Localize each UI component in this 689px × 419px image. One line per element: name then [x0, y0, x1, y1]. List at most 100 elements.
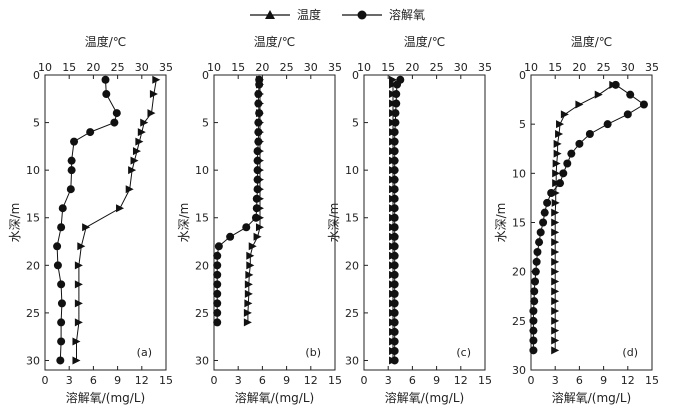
panel-b-temperature-point — [244, 280, 253, 289]
panel-a-oxygen-point — [70, 137, 79, 146]
panel-a-top-tick-label: 35 — [159, 61, 173, 74]
panel-d-oxygen-point — [529, 316, 538, 325]
panel-d-oxygen-point — [529, 326, 538, 335]
legend-oxygen-marker — [357, 10, 367, 20]
panel-a-oxygen-point — [57, 337, 66, 346]
panel-b-temperature-point — [253, 232, 262, 241]
panel-c-oxygen-point — [390, 299, 399, 308]
panel-d-temperature-point — [551, 326, 560, 335]
panel-d-oxygen-point — [536, 228, 545, 237]
panel-b-oxygen-point — [252, 204, 261, 213]
panel-d-temperature-point — [560, 110, 569, 119]
panel-a-bottom-tick-label: 12 — [135, 374, 149, 387]
panel-a-oxygen-point — [112, 109, 121, 118]
panel-c-top-tick-label: 15 — [381, 61, 395, 74]
panel-c-oxygen-point — [390, 185, 399, 194]
panel-a-top-tick-label: 20 — [86, 61, 100, 74]
panel-c-oxygen-point — [390, 318, 399, 327]
panel-b-y-tick-label: 5 — [202, 117, 209, 130]
panel-c-top-tick-label: 35 — [478, 61, 492, 74]
panel-b-temperature-point — [246, 261, 255, 270]
panel-a-y-tick-label: 10 — [26, 164, 40, 177]
panel-b-temperature-point — [245, 270, 254, 279]
panel-a-y-axis-title: 水深/m — [8, 203, 22, 243]
panel-c-oxygen-point — [390, 147, 399, 156]
panel-d-temperature-point — [551, 297, 560, 306]
panel-b-oxygen-point — [213, 289, 222, 298]
panel-a-y-tick-label: 0 — [33, 69, 40, 82]
panel-b-oxygen-point — [213, 299, 222, 308]
panel-b-oxygen-point — [242, 223, 251, 232]
panel-c-y-tick-label: 10 — [345, 164, 359, 177]
panel-d-temperature-point — [556, 120, 565, 129]
panel-d-temperature-point — [552, 159, 561, 168]
panel-b-temperature-point — [243, 308, 252, 317]
panel-a-temperature-point — [137, 128, 146, 137]
panel-b-frame — [213, 74, 336, 371]
panel-a-top-axis-title: 温度/℃ — [85, 34, 127, 49]
panel-d-oxygen-point — [529, 336, 538, 345]
panel-d-temperature-point — [594, 90, 603, 99]
panel-b-oxygen-point — [255, 80, 264, 89]
panel-d-oxygen-point — [529, 346, 538, 355]
panel-d-top-tick-label: 15 — [548, 61, 562, 74]
panel-b-label: (b) — [305, 346, 321, 359]
panel-b-y-tick-label: 30 — [195, 354, 209, 367]
panel-d-oxygen-point — [547, 189, 556, 197]
panel-d-temperature-line — [554, 84, 614, 351]
panel-a-y-tick-label: 20 — [26, 259, 40, 272]
panel-a-oxygen-point — [102, 90, 111, 99]
panel-c-temperature-point — [389, 80, 398, 89]
panel-c-oxygen-point — [390, 346, 399, 355]
panel-d-y-tick-label: 10 — [512, 167, 526, 180]
panel-a-oxygen-point — [53, 242, 62, 251]
panel-c-oxygen-point — [390, 356, 399, 365]
panel-b-temperature-point — [244, 299, 253, 308]
panel-d: 10 15 20 25 30 35 0 3 6 9 12 15 0 5 10 15 20 25 30 温度/℃ 溶解氧/… — [494, 34, 659, 405]
panel-b-oxygen-point — [213, 308, 222, 317]
panel-c-oxygen-point — [390, 128, 399, 137]
panel-d-y-tick-label: 5 — [519, 118, 526, 131]
panel-c-oxygen-point — [390, 308, 399, 317]
panel-a-y-tick-label: 25 — [26, 307, 40, 320]
panel-b-bottom-tick-label: 9 — [283, 374, 290, 387]
panel-b-oxygen-point — [254, 128, 263, 137]
panel-c-y-tick-label: 0 — [352, 69, 359, 82]
panel-a-temperature-point — [132, 147, 141, 156]
panel-a-oxygen-point — [53, 261, 62, 270]
panel-a-oxygen-point — [101, 75, 110, 84]
panel-c-oxygen-point — [390, 166, 399, 175]
panel-a-temperature-point — [149, 90, 158, 99]
panel-a: 10 15 20 25 30 35 0 3 6 9 12 15 0 5 10 15 20 25 30 温度/℃ 溶解氧/… — [8, 34, 173, 405]
panel-d-oxygen-point — [567, 149, 576, 158]
panel-a-oxygen-point — [58, 204, 67, 213]
panel-a-bottom-tick-label: 3 — [66, 374, 73, 387]
panel-c-oxygen-point — [390, 204, 399, 213]
panel-b-bottom-tick-label: 3 — [235, 374, 242, 387]
panel-d-oxygen-point — [530, 287, 539, 296]
panel-c-oxygen-point — [390, 327, 399, 336]
panel-d-temperature-point — [551, 346, 560, 355]
panel-a-oxygen-point — [57, 223, 66, 232]
panel-c-oxygen-point — [390, 261, 399, 270]
panel-d-oxygen-point — [530, 297, 539, 306]
panel-b-oxygen-point — [213, 280, 222, 289]
panel-b-y-axis-title: 水深/m — [177, 203, 191, 243]
panel-b-oxygen-point — [253, 166, 262, 175]
panel-c-oxygen-point — [392, 99, 401, 108]
panel-a-top-tick-label: 30 — [135, 61, 149, 74]
panel-d-oxygen-point — [529, 307, 538, 315]
panel-b-oxygen-point — [253, 156, 262, 165]
panel-c-y-tick-label: 30 — [345, 354, 359, 367]
panel-a-oxygen-point — [57, 318, 66, 327]
panel-a-oxygen-point — [66, 185, 75, 194]
panel-d-oxygen-point — [563, 159, 572, 168]
panel-b-y-tick-label: 10 — [195, 164, 209, 177]
panel-a-oxygen-point — [67, 166, 76, 175]
panel-d-y-tick-label: 0 — [519, 69, 526, 82]
panel-c-oxygen-point — [390, 213, 399, 222]
panel-b-top-tick-label: 20 — [255, 61, 269, 74]
panel-d-bottom-tick-label: 3 — [552, 374, 559, 387]
panel-d-oxygen-point — [535, 238, 544, 247]
